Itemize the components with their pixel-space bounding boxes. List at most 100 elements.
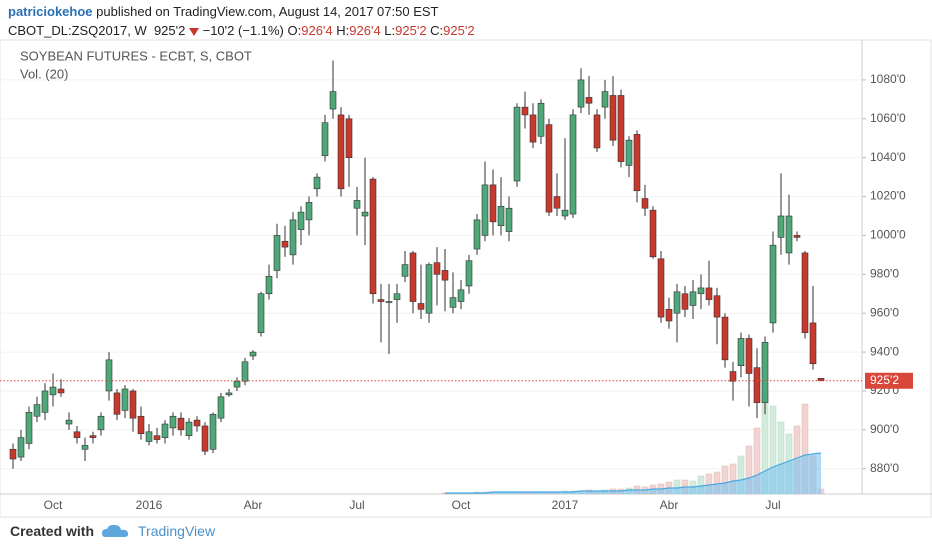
y-tick-label: 1020'0 (870, 189, 906, 203)
candle-body (737, 338, 745, 366)
candle-body (513, 106, 521, 182)
footer: Created with TradingView (10, 523, 215, 539)
candle-body (41, 390, 49, 413)
candle-body (449, 297, 457, 308)
candle-body (385, 301, 393, 303)
candle-body (545, 124, 553, 213)
chart-title: SOYBEAN FUTURES - ECBT, S, CBOT (20, 48, 252, 63)
candle-body (537, 102, 545, 137)
header-line-2: CBOT_DL:ZSQ2017, W 925'2 −10'2 (−1.1%) O… (8, 21, 475, 40)
ohlc: O:926'4 H:926'4 L:925'2 C:925'2 (288, 23, 475, 38)
candle-body (81, 445, 89, 450)
candle-body (657, 258, 665, 318)
candle-body (553, 196, 561, 209)
candle-body (809, 322, 817, 365)
symbol: CBOT_DL:ZSQ2017, W (8, 23, 147, 38)
ohlc-value: 925'2 (443, 23, 475, 38)
volume-label: Vol. (20) (20, 66, 68, 81)
candle-body (369, 178, 377, 295)
candle-body (345, 118, 353, 158)
author[interactable]: patriciokehoe (8, 4, 93, 19)
y-tick-label: 880'0 (870, 461, 899, 475)
candle-body (241, 361, 249, 382)
candle-body (521, 106, 529, 116)
candle-body (769, 244, 777, 324)
brand[interactable]: TradingView (138, 523, 216, 539)
x-tick-label: Abr (660, 498, 679, 512)
candle-body (529, 114, 537, 143)
ohlc-label: C: (430, 23, 444, 38)
candle-body (753, 367, 761, 403)
candle-body (49, 386, 57, 396)
candle-body (361, 211, 369, 217)
y-tick-label: 1040'0 (870, 150, 906, 164)
candle-body (761, 342, 769, 403)
candle-body (633, 134, 641, 192)
candle-body (681, 293, 689, 310)
candle-body (9, 448, 17, 460)
candle-body (233, 380, 241, 388)
candle-body (257, 293, 265, 333)
candle-body (169, 415, 177, 429)
ohlc-label: H: (336, 23, 350, 38)
last-price-label: 925'2 (870, 373, 899, 387)
candle-body (489, 184, 497, 223)
candle-body (481, 184, 489, 236)
candle-body (393, 293, 401, 300)
candle-body (121, 388, 129, 411)
candle-body (665, 309, 673, 322)
candle-body (289, 219, 297, 256)
candle-body (497, 205, 505, 227)
ohlc-label: O: (287, 23, 302, 38)
candle-body (713, 295, 721, 318)
candle-body (689, 291, 697, 306)
candle-body (625, 139, 633, 166)
down-arrow (188, 28, 199, 37)
candle-body (281, 240, 289, 248)
candle-body (577, 79, 585, 108)
candle-body (209, 413, 217, 450)
candle-body (89, 435, 97, 438)
candle-body (249, 351, 257, 357)
volume-ma-area (445, 453, 821, 494)
candle-body (377, 299, 385, 302)
candle-body (705, 287, 713, 300)
candle-body (217, 396, 225, 419)
candle-body (297, 211, 305, 230)
candle-body (337, 114, 345, 190)
candle-body (33, 404, 41, 417)
candle-body (273, 235, 281, 271)
candle-body (649, 209, 657, 258)
candle-body (473, 219, 481, 250)
candle-body (641, 198, 649, 209)
candle-body (201, 425, 209, 452)
candle-body (97, 415, 105, 431)
candle-body (425, 264, 433, 314)
candle-body (137, 415, 145, 435)
candle-body (593, 114, 601, 149)
created-with: Created with (10, 523, 95, 539)
y-tick-label: 1080'0 (870, 72, 906, 86)
candle-body (145, 431, 153, 442)
candle-body (721, 316, 729, 361)
candle-body (617, 95, 625, 162)
ohlc-value: 925'2 (395, 23, 427, 38)
candle-body (153, 435, 161, 440)
candle-body (65, 419, 73, 425)
ohlc-label: L: (384, 23, 396, 38)
candle-body (409, 252, 417, 302)
y-tick-label: 960'0 (870, 305, 899, 319)
candle-body (265, 275, 273, 295)
x-tick-label: 2016 (136, 498, 163, 512)
candle-body (321, 122, 329, 157)
candle-body (329, 91, 337, 110)
candle-body (433, 262, 441, 275)
candle-body (801, 252, 809, 333)
x-tick-label: Oct (44, 498, 63, 512)
ohlc-value: 926'4 (349, 23, 381, 38)
x-tick-label: Oct (452, 498, 471, 512)
candle-body (129, 390, 137, 419)
candle-body (417, 303, 425, 310)
candle-body (57, 388, 65, 394)
